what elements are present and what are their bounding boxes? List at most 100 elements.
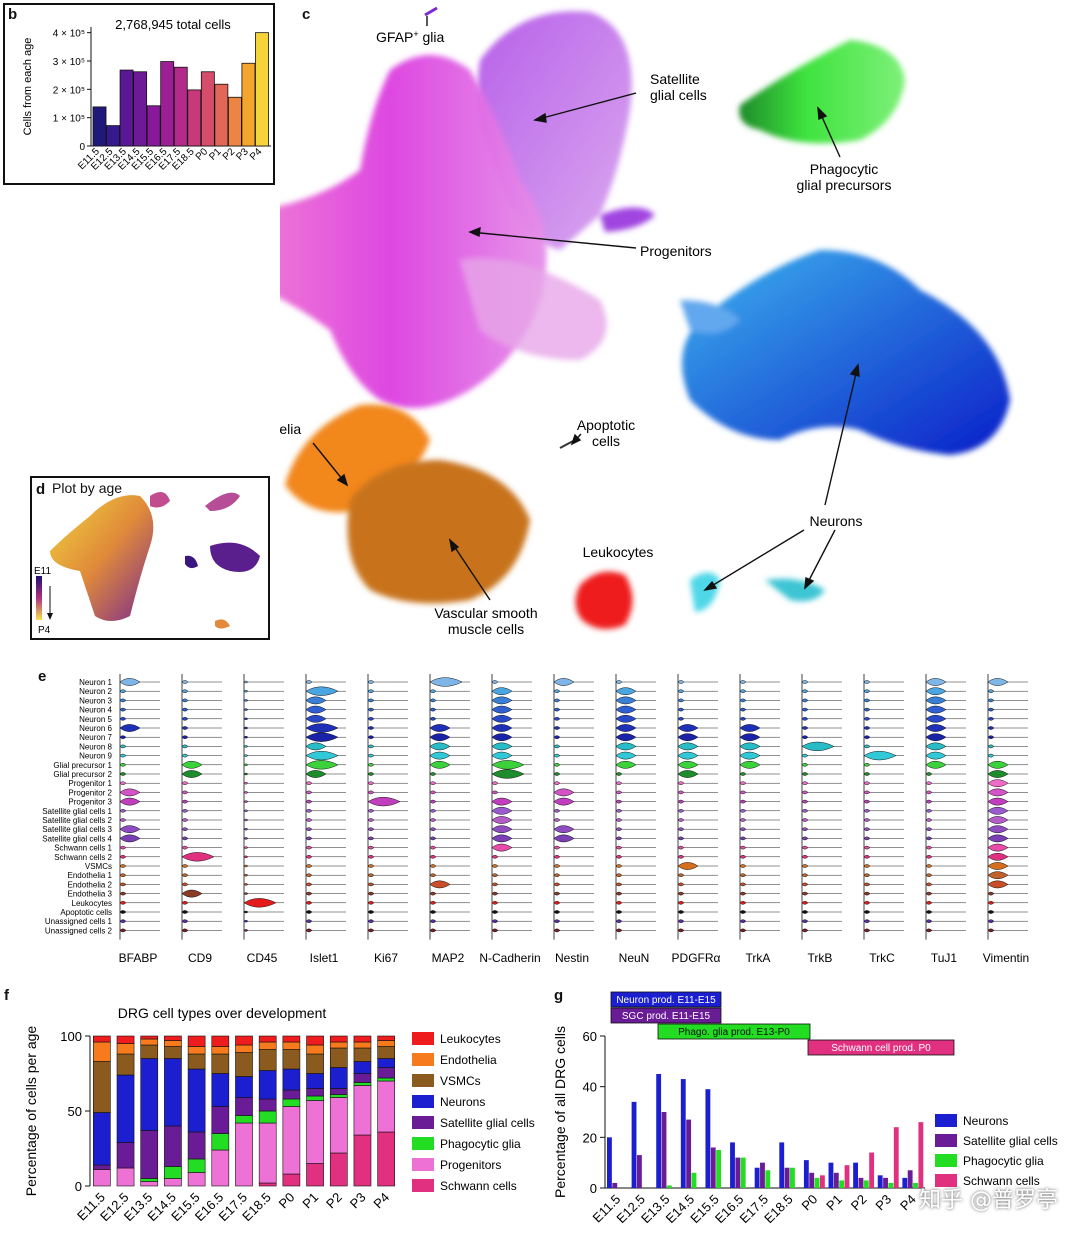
violin-shape — [553, 873, 561, 878]
violin-shape — [739, 919, 747, 924]
panel-f-bar-segment — [235, 1097, 253, 1116]
violin-shape — [243, 745, 249, 748]
panel-f-bar-segment — [258, 1070, 277, 1100]
violin-shape — [491, 825, 513, 834]
panel-g-bar — [705, 1089, 711, 1188]
violin-shape — [677, 742, 699, 751]
panel-g-period-box — [610, 991, 722, 1008]
violin-shape — [801, 716, 809, 721]
panel-b-bar — [106, 125, 120, 147]
panel-f-legend-label: Neurons — [440, 1095, 485, 1109]
violin-row-label: Schwann cells 2 — [54, 853, 112, 862]
violin-row-label: Neuron 2 — [79, 687, 112, 696]
violin-shape — [429, 760, 451, 769]
cluster-gfap-glia — [424, 6, 438, 17]
panel-f-bar-segment — [353, 1073, 372, 1083]
violin-shape — [553, 726, 561, 730]
panel-f-bar-segment — [282, 1106, 301, 1175]
violin-shape — [677, 790, 685, 795]
violin-shape — [739, 827, 747, 832]
panel-f-legend-swatch — [412, 1116, 434, 1129]
violin-gene-label: N-Cadherin — [479, 951, 540, 965]
violin-shape — [243, 818, 249, 822]
panel-b-chart: 2,768,945 total cells 0 1 × 10⁵ 2 × 10⁵ 3 × … — [22, 17, 271, 173]
panel-f-bar-segment — [258, 1035, 277, 1043]
violin-shape — [739, 900, 747, 905]
panel-f-ytick-label: 100 — [60, 1029, 82, 1044]
violin-shape — [305, 873, 313, 878]
violin-shape — [925, 751, 947, 760]
violin-shape — [615, 891, 623, 896]
panel-b-xtick-label: P4 — [248, 146, 265, 163]
violin-shape — [491, 891, 499, 896]
violin-row-label: Neuron 1 — [79, 678, 112, 687]
violin-shape — [491, 910, 499, 914]
violin-shape — [429, 689, 437, 694]
violin-shape — [429, 733, 451, 742]
violin-shape — [305, 910, 313, 914]
panel-f-legend-swatch — [412, 1158, 434, 1171]
violin-shape — [615, 910, 623, 914]
panel-g-bar — [760, 1162, 765, 1188]
violin-shape — [863, 735, 871, 740]
violin-shape — [863, 818, 871, 822]
violin-shape — [801, 882, 809, 887]
panel-g-bar — [844, 1165, 850, 1188]
violin-shape — [925, 687, 947, 696]
violin-gene-label: TrkA — [746, 951, 771, 965]
violin-shape — [739, 864, 747, 868]
violin-shape — [181, 707, 189, 712]
panel-g-bar — [607, 1137, 612, 1188]
violin-row-label: Endothelia 2 — [68, 880, 113, 889]
violin-shape — [429, 910, 437, 914]
violin-shape — [863, 928, 871, 933]
violin-row-label: Endothelia 3 — [68, 890, 113, 899]
violin-shape — [305, 760, 339, 770]
violin-shape — [801, 689, 809, 694]
violin-shape — [119, 724, 141, 732]
panel-f-bar-segment — [282, 1068, 301, 1091]
violin-row-label: Neuron 5 — [79, 715, 112, 724]
panel-g-ytick-label: 0 — [590, 1181, 597, 1196]
violin-shape — [801, 827, 809, 832]
violin-shape — [119, 753, 127, 758]
panel-d-label: d — [36, 481, 46, 498]
violin-shape — [491, 816, 513, 824]
violin-gene-label: NeuN — [619, 951, 650, 965]
violin-shape — [429, 854, 437, 859]
violin-shape — [987, 928, 995, 933]
violin-shape — [677, 891, 685, 896]
panel-g-period-box — [807, 1039, 955, 1056]
panel-f-bar-segment — [306, 1073, 324, 1089]
panel-f-bar-segment — [116, 1142, 135, 1169]
panel-f-bar-segment — [116, 1035, 135, 1044]
violin-shape — [553, 707, 561, 712]
violin-shape — [925, 836, 933, 841]
violin-shape — [119, 762, 127, 767]
violin-shape — [553, 854, 561, 859]
violin-shape — [677, 680, 685, 684]
violin-shape — [367, 836, 375, 841]
violin-shape — [863, 845, 871, 850]
panel-g-xtick-label: P4 — [897, 1192, 919, 1214]
panel-g-bar — [680, 1079, 686, 1188]
violin-shape — [615, 751, 637, 760]
violin-shape — [615, 760, 637, 769]
violin-shape — [429, 707, 437, 712]
panel-f-bar-segment — [258, 1182, 277, 1187]
violin-shape — [181, 781, 189, 786]
panel-f-bar-segment — [164, 1178, 182, 1187]
violin-shape — [367, 928, 375, 933]
panel-f-bar-segment — [377, 1058, 395, 1068]
violin-shape — [677, 770, 699, 778]
panel-f-bar-segment — [258, 1098, 277, 1112]
violin-shape — [615, 900, 623, 905]
panel-g-xtick-label: P3 — [872, 1192, 894, 1214]
violin-shape — [925, 781, 933, 786]
violin-shape — [243, 689, 249, 693]
panel-f-bar-segment — [140, 1035, 159, 1040]
violin-shape — [863, 808, 871, 813]
violin-shape — [429, 880, 451, 889]
panel-f-bar-segment — [211, 1073, 230, 1107]
violin-gene-label: TrkC — [869, 951, 895, 965]
